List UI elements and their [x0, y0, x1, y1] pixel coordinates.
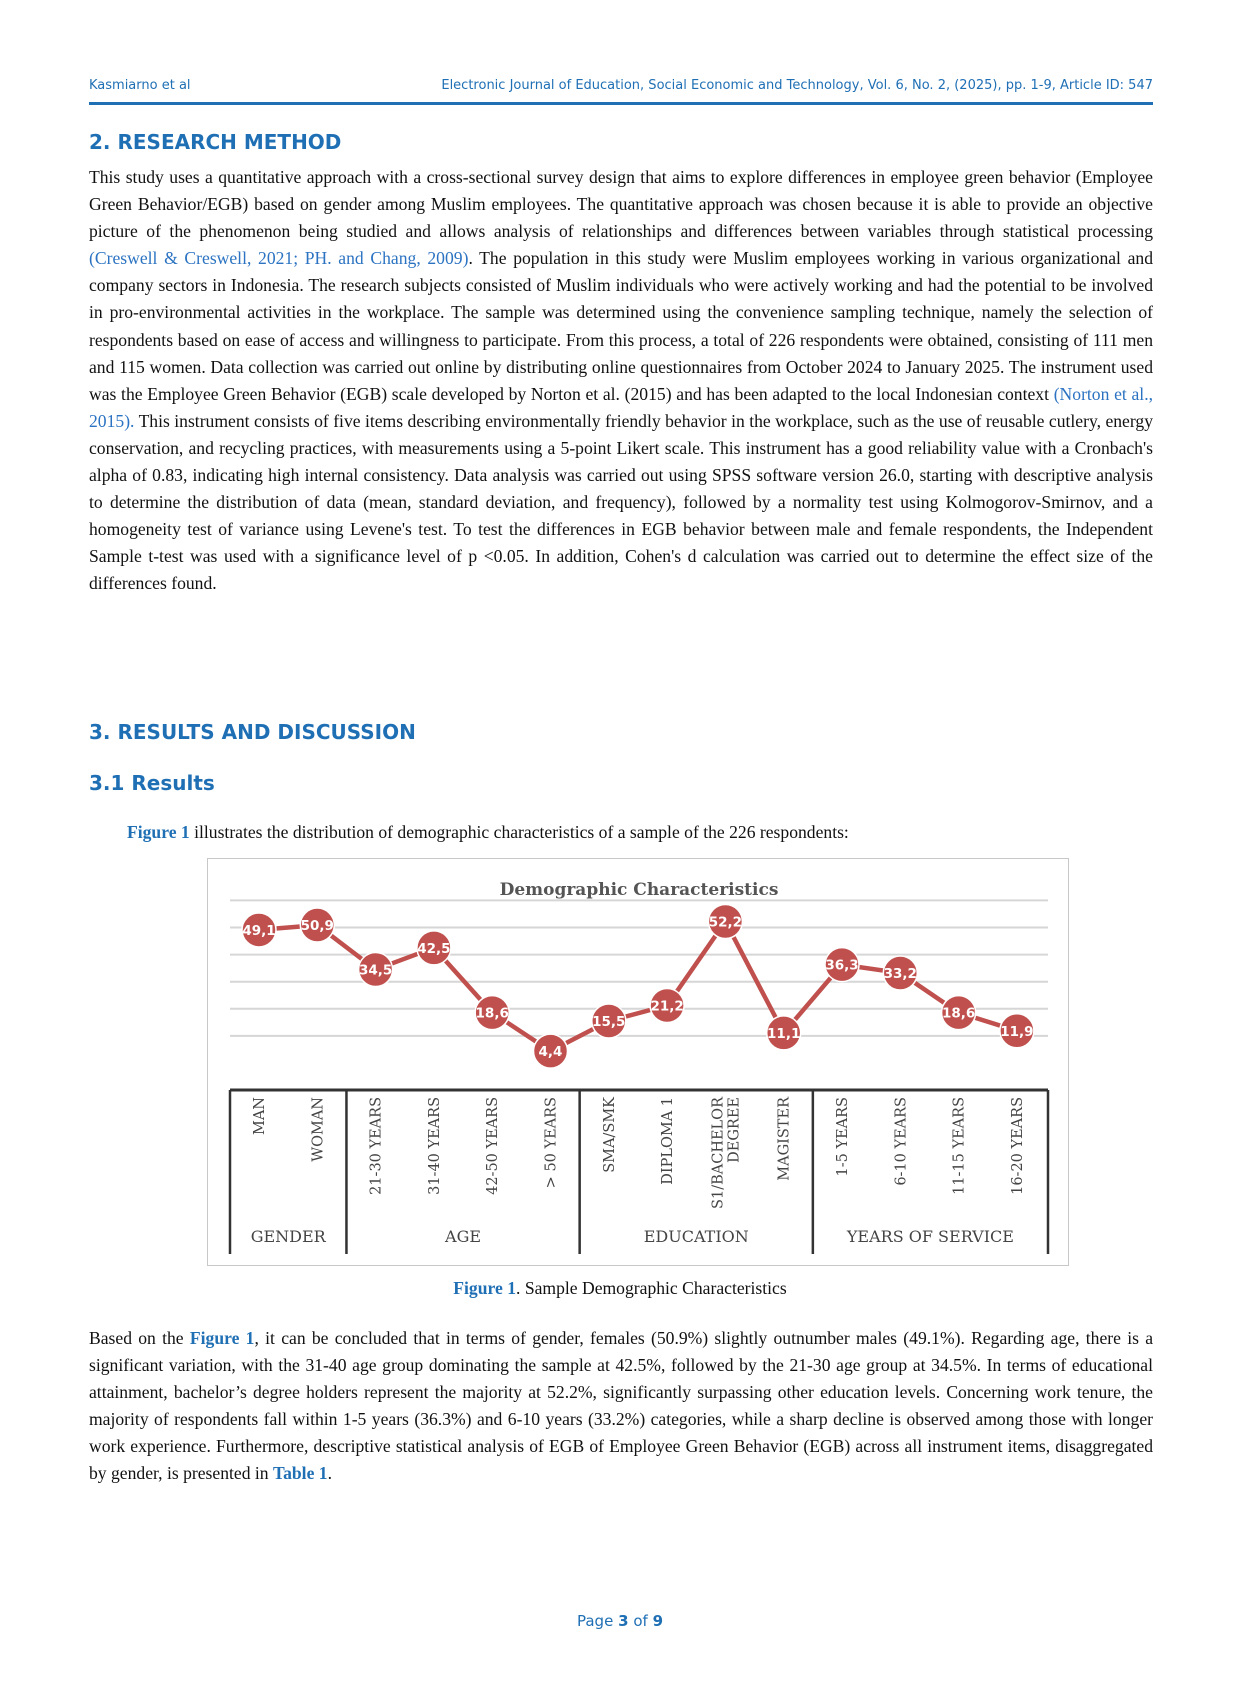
data-label: 18,6: [476, 1006, 509, 1022]
data-label: 15,5: [592, 1014, 625, 1030]
data-label: 33,2: [884, 966, 917, 982]
data-label: 49,1: [242, 923, 275, 939]
data-point: [241, 912, 277, 948]
paragraph-research-method: This study uses a quantitative approach …: [89, 164, 1153, 598]
category-tick-label: 16-20 YEARS: [1010, 1097, 1026, 1195]
data-point: [416, 930, 452, 966]
data-point: [591, 1003, 627, 1039]
subsection-heading-results: 3.1 Results: [89, 771, 215, 795]
header-authors: Kasmiarno et al: [89, 78, 191, 93]
figure-reference-link[interactable]: Figure 1: [127, 822, 190, 842]
paragraph-results: Based on the Figure 1, it can be conclud…: [89, 1325, 1153, 1488]
data-point: [474, 994, 510, 1031]
text-run: This instrument consists of five items d…: [89, 410, 1153, 594]
text-run: This study uses a quantitative approach …: [89, 167, 1153, 242]
running-header: Kasmiarno et al Electronic Journal of Ed…: [89, 78, 1153, 105]
data-label: 52,2: [709, 915, 742, 931]
data-point: [940, 994, 977, 1031]
category-tick-label: MAN: [252, 1097, 268, 1135]
category-tick-label: 11-15 YEARS: [952, 1097, 968, 1195]
footer-page-word: Page: [576, 1612, 614, 1630]
section-heading-research-method: 2. RESEARCH METHOD: [89, 130, 342, 154]
demographic-line-chart: Demographic Characteristics GENDER AGE EDUC…: [228, 880, 1050, 1254]
citation-link[interactable]: (Norton et al., 2015).: [89, 383, 1153, 431]
figure-demographic-chart: Demographic Characteristics GENDER AGE EDUC…: [207, 858, 1069, 1266]
category-group-label: YEARS OF SERVICE: [846, 1227, 1014, 1246]
data-point: [532, 1033, 569, 1069]
data-point: [299, 907, 336, 943]
data-label: 18,6: [942, 1006, 975, 1022]
data-point: [882, 955, 919, 991]
category-group-label: EDUCATION: [644, 1227, 749, 1246]
footer-of-word: of: [633, 1612, 648, 1630]
data-label: 42,5: [417, 941, 450, 957]
category-tick-label: S1/BACHELORDEGREE: [710, 1096, 742, 1209]
figure-caption: Figure 1. Sample Demographic Characteris…: [0, 1278, 1240, 1299]
category-group-label: GENDER: [251, 1227, 327, 1246]
data-point: [999, 1013, 1035, 1049]
text-run: Based on the: [89, 1328, 190, 1348]
category-tick-label: SMA/SMK: [602, 1096, 618, 1173]
category-tick-label: WOMAN: [310, 1097, 326, 1162]
data-label: 11,1: [767, 1026, 800, 1042]
header-journal: Electronic Journal of Education, Social …: [441, 78, 1153, 93]
data-label: 21,2: [650, 999, 683, 1015]
data-label: 36,3: [825, 958, 858, 974]
category-tick-label: MAGISTER: [777, 1096, 793, 1181]
chart-title: Demographic Characteristics: [500, 880, 779, 900]
data-point: [357, 951, 394, 988]
footer-page-number: 3: [618, 1612, 629, 1630]
category-tick-label: 6-10 YEARS: [893, 1097, 909, 1186]
data-label: 50,9: [301, 918, 334, 934]
table-reference-link[interactable]: Table 1: [272, 1463, 328, 1484]
category-tick-label: 31-40 YEARS: [427, 1097, 443, 1195]
text-run: .: [327, 1463, 332, 1484]
category-tick-label: 1-5 YEARS: [835, 1097, 851, 1176]
citation-link[interactable]: (Creswell & Creswell, 2021; PH. and Chan…: [89, 248, 469, 269]
data-point: [824, 946, 860, 983]
category-group-label: AGE: [444, 1227, 481, 1246]
figure-reference-link[interactable]: Figure 1: [189, 1328, 255, 1348]
page-footer: Page 3 of 9: [0, 1612, 1240, 1630]
category-tick-label: 42-50 YEARS: [485, 1097, 501, 1195]
data-point: [765, 1015, 802, 1051]
data-point: [707, 903, 744, 940]
category-tick-label: > 50 YEARS: [544, 1097, 560, 1188]
figure-intro-line: Figure 1 illustrates the distribution of…: [127, 822, 849, 843]
footer-page-total: 9: [652, 1612, 663, 1630]
tick-label-line: S1/BACHELOR: [710, 1096, 726, 1209]
data-label: 4,4: [539, 1044, 563, 1060]
tick-label-line: DEGREE: [726, 1097, 742, 1163]
category-tick-label: DIPLOMA 1: [660, 1097, 676, 1185]
text-run: , it can be concluded that in terms of g…: [89, 1328, 1154, 1484]
data-label: 34,5: [359, 963, 392, 979]
data-point: [649, 987, 685, 1024]
category-tick-label: 21-30 YEARS: [369, 1097, 385, 1195]
data-label: 11,9: [1000, 1024, 1033, 1040]
text-run: . The population in this study were Musl…: [89, 248, 1154, 404]
figure-caption-text: . Sample Demographic Characteristics: [516, 1278, 787, 1298]
section-heading-results-discussion: 3. RESULTS AND DISCUSSION: [89, 720, 416, 744]
text-run: illustrates the distribution of demograp…: [189, 822, 849, 842]
figure-caption-label: Figure 1: [453, 1278, 517, 1298]
